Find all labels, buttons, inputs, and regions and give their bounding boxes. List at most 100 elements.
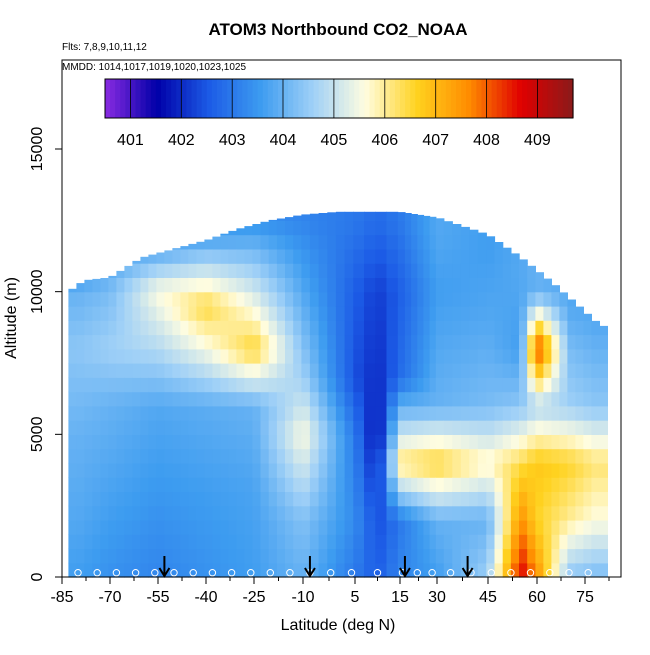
heatmap-cell xyxy=(285,491,294,507)
heatmap-cell xyxy=(591,491,600,507)
heatmap-cell xyxy=(519,263,528,278)
heatmap-cell xyxy=(327,391,337,407)
heatmap-cell xyxy=(100,448,109,464)
heatmap-cell xyxy=(404,391,412,407)
heatmap-cell xyxy=(116,277,125,293)
heatmap-cell xyxy=(583,562,592,578)
heatmap-cell xyxy=(364,277,376,293)
heatmap-cell xyxy=(68,505,77,521)
heatmap-cell xyxy=(100,320,109,336)
heatmap-cell xyxy=(477,291,487,307)
heatmap-cell xyxy=(551,377,560,393)
heatmap-cell xyxy=(196,320,205,336)
heatmap-cell xyxy=(212,462,221,478)
heatmap-cell xyxy=(386,291,399,307)
heatmap-cell xyxy=(344,363,354,378)
heatmap-cell xyxy=(301,391,311,407)
heatmap-cell xyxy=(220,263,229,278)
heatmap-cell xyxy=(417,348,425,364)
heatmap-cell xyxy=(435,505,445,521)
x-tick-label: 15 xyxy=(391,589,409,606)
heatmap-cell xyxy=(156,405,165,421)
heatmap-cell xyxy=(510,505,520,521)
heatmap-cell xyxy=(301,263,311,278)
heatmap-cell xyxy=(386,348,399,364)
heatmap-cell xyxy=(228,334,237,350)
heatmap-cell xyxy=(244,377,253,393)
heatmap-cell xyxy=(567,448,576,464)
heatmap-cell xyxy=(411,305,418,321)
heatmap-cell xyxy=(236,248,245,264)
heatmap-cell xyxy=(212,491,221,507)
heatmap-cell xyxy=(486,519,496,535)
heatmap-cell xyxy=(397,291,406,307)
heatmap-cell xyxy=(116,462,125,478)
heatmap-cell xyxy=(353,548,365,564)
heatmap-cell xyxy=(220,233,229,236)
heatmap-cell xyxy=(309,291,320,307)
heatmap-cell xyxy=(417,505,425,521)
heatmap-cell xyxy=(535,405,544,421)
heatmap-cell xyxy=(535,491,544,507)
heatmap-cell xyxy=(551,291,560,307)
colorbar-segment xyxy=(506,79,513,118)
heatmap-cell xyxy=(575,420,584,435)
heatmap-cell xyxy=(443,477,453,492)
heatmap-cell xyxy=(172,462,181,478)
heatmap-cell xyxy=(502,391,512,407)
heatmap-cell xyxy=(344,234,354,250)
heatmap-cell xyxy=(244,291,253,307)
heatmap-cell xyxy=(591,505,600,521)
heatmap-cell xyxy=(411,248,418,264)
heatmap-cell xyxy=(397,320,406,336)
heatmap-cell xyxy=(276,519,286,535)
heatmap-cell xyxy=(429,519,437,535)
heatmap-cell xyxy=(510,434,520,450)
heatmap-cell xyxy=(502,477,512,492)
heatmap-cell xyxy=(460,363,470,378)
heatmap-cell xyxy=(132,260,141,264)
heatmap-cell xyxy=(132,462,141,478)
heatmap-cell xyxy=(84,519,93,535)
colorbar-segment xyxy=(359,79,366,118)
heatmap-cell xyxy=(172,291,181,307)
observation-point xyxy=(286,569,294,577)
heatmap-cell xyxy=(156,291,165,307)
heatmap-cell xyxy=(132,305,141,321)
heatmap-cell xyxy=(443,534,453,550)
heatmap-cell xyxy=(244,363,253,378)
heatmap-cell xyxy=(276,277,286,293)
heatmap-cell xyxy=(567,405,576,421)
heatmap-cell xyxy=(116,348,125,364)
heatmap-cell xyxy=(477,448,487,464)
heatmap-cell xyxy=(364,220,376,236)
heatmap-cell xyxy=(417,405,425,421)
heatmap-cell xyxy=(567,562,576,578)
heatmap-cell xyxy=(108,434,117,450)
heatmap-cell xyxy=(477,232,487,236)
observation-point xyxy=(347,569,356,577)
heatmap-cell xyxy=(599,325,608,336)
heatmap-cell xyxy=(68,334,77,350)
heatmap-cell xyxy=(244,277,253,293)
heatmap-cell xyxy=(68,534,77,550)
heatmap-cell xyxy=(212,320,221,336)
heatmap-cell xyxy=(100,434,109,450)
heatmap-cell xyxy=(452,248,462,264)
heatmap-cell xyxy=(100,391,109,407)
heatmap-cell xyxy=(543,477,552,492)
plot-frame xyxy=(61,59,622,578)
heatmap-cell xyxy=(494,277,504,293)
heatmap-cell xyxy=(309,448,320,464)
colorbar-segment xyxy=(420,79,427,118)
heatmap-cell xyxy=(411,320,418,336)
heatmap-cell xyxy=(477,320,487,336)
heatmap-cell xyxy=(502,548,512,564)
heatmap-cell xyxy=(452,224,462,236)
heatmap-cell xyxy=(236,548,245,564)
heatmap-cell xyxy=(452,519,462,535)
heatmap-cell xyxy=(494,448,504,464)
heatmap-cell xyxy=(510,320,520,336)
heatmap-cell xyxy=(140,256,149,264)
colorbar-segment xyxy=(222,79,228,118)
